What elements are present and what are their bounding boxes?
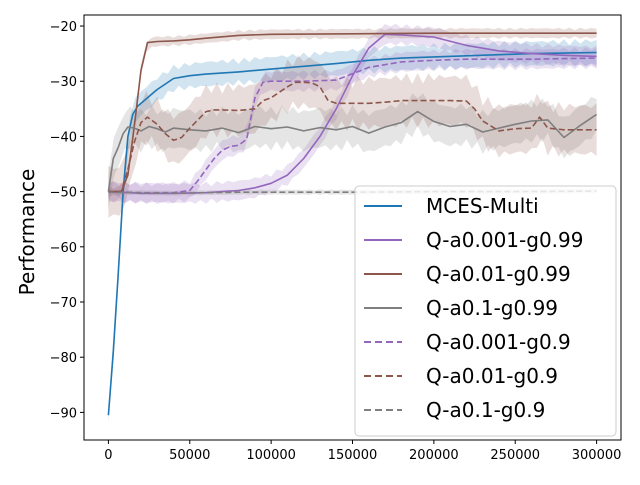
- y-tick-label: −40: [50, 130, 77, 145]
- y-axis-label: Performance: [15, 169, 39, 296]
- legend-label-q-a0-1-g0-9-dashed: Q-a0.1-g0.9: [426, 398, 545, 422]
- y-tick-label: −60: [50, 241, 77, 256]
- band-q-a0-01-g0-99: [108, 27, 597, 198]
- confidence-bands: [108, 23, 597, 423]
- y-axis: −90 −80 −70 −60 −50 −40 −30 −20: [50, 20, 84, 421]
- legend-label-mces-multi: MCES-Multi: [426, 194, 539, 218]
- series-lines: [107, 32, 598, 416]
- legend-label-q-a0-01-g0-99: Q-a0.01-g0.99: [426, 262, 571, 286]
- series-line-mces-multi: [107, 51, 597, 416]
- band-q-a0-001-g0-99: [108, 23, 597, 205]
- x-tick-label: 50000: [169, 448, 210, 463]
- series-line-q-a0-1-g0-99: [107, 110, 598, 192]
- y-tick-label: −30: [50, 75, 77, 90]
- series-line-q-a0-01-g0-9-dashed: [108, 81, 597, 193]
- legend-label-q-a0-01-g0-9-dashed: Q-a0.01-g0.9: [426, 364, 558, 388]
- legend-label-q-a0-001-g0-9-dashed: Q-a0.001-g0.9: [426, 330, 571, 354]
- band-q-a0-001-g0-9-dashed: [108, 47, 597, 204]
- series-line-q-a0-001-g0-9-dashed: [108, 57, 597, 194]
- x-tick-label: 200000: [409, 448, 459, 463]
- x-tick-label: 150000: [328, 448, 378, 463]
- x-tick-label: 100000: [246, 448, 296, 463]
- legend-label-q-a0-1-g0-99: Q-a0.1-g0.99: [426, 296, 558, 320]
- x-tick-label: 250000: [490, 448, 540, 463]
- legend-box: [354, 185, 617, 437]
- band-q-a0-01-g0-9-dashed: [108, 55, 597, 218]
- x-tick-label: 300000: [572, 448, 622, 463]
- series-line-q-a0-1-g0-9-dashed: [108, 190, 597, 195]
- x-tick-label: 0: [104, 448, 112, 463]
- y-tick-label: −50: [50, 186, 77, 201]
- y-tick-label: −70: [50, 296, 77, 311]
- y-tick-label: −80: [50, 351, 77, 366]
- series-line-q-a0-001-g0-99: [108, 33, 597, 195]
- band-q-a0-1-g0-99: [108, 93, 597, 210]
- y-tick-label: −90: [50, 406, 77, 421]
- x-axis: 0 50000 100000 150000 200000 250000 300000: [104, 440, 621, 463]
- legend: MCES-Multi Q-a0.001-g0.99 Q-a0.01-g0.99 Q-a…: [354, 185, 617, 437]
- legend-label-q-a0-001-g0-99: Q-a0.001-g0.99: [426, 228, 583, 252]
- y-tick-label: −20: [50, 20, 77, 35]
- series-line-q-a0-01-g0-99: [108, 32, 597, 193]
